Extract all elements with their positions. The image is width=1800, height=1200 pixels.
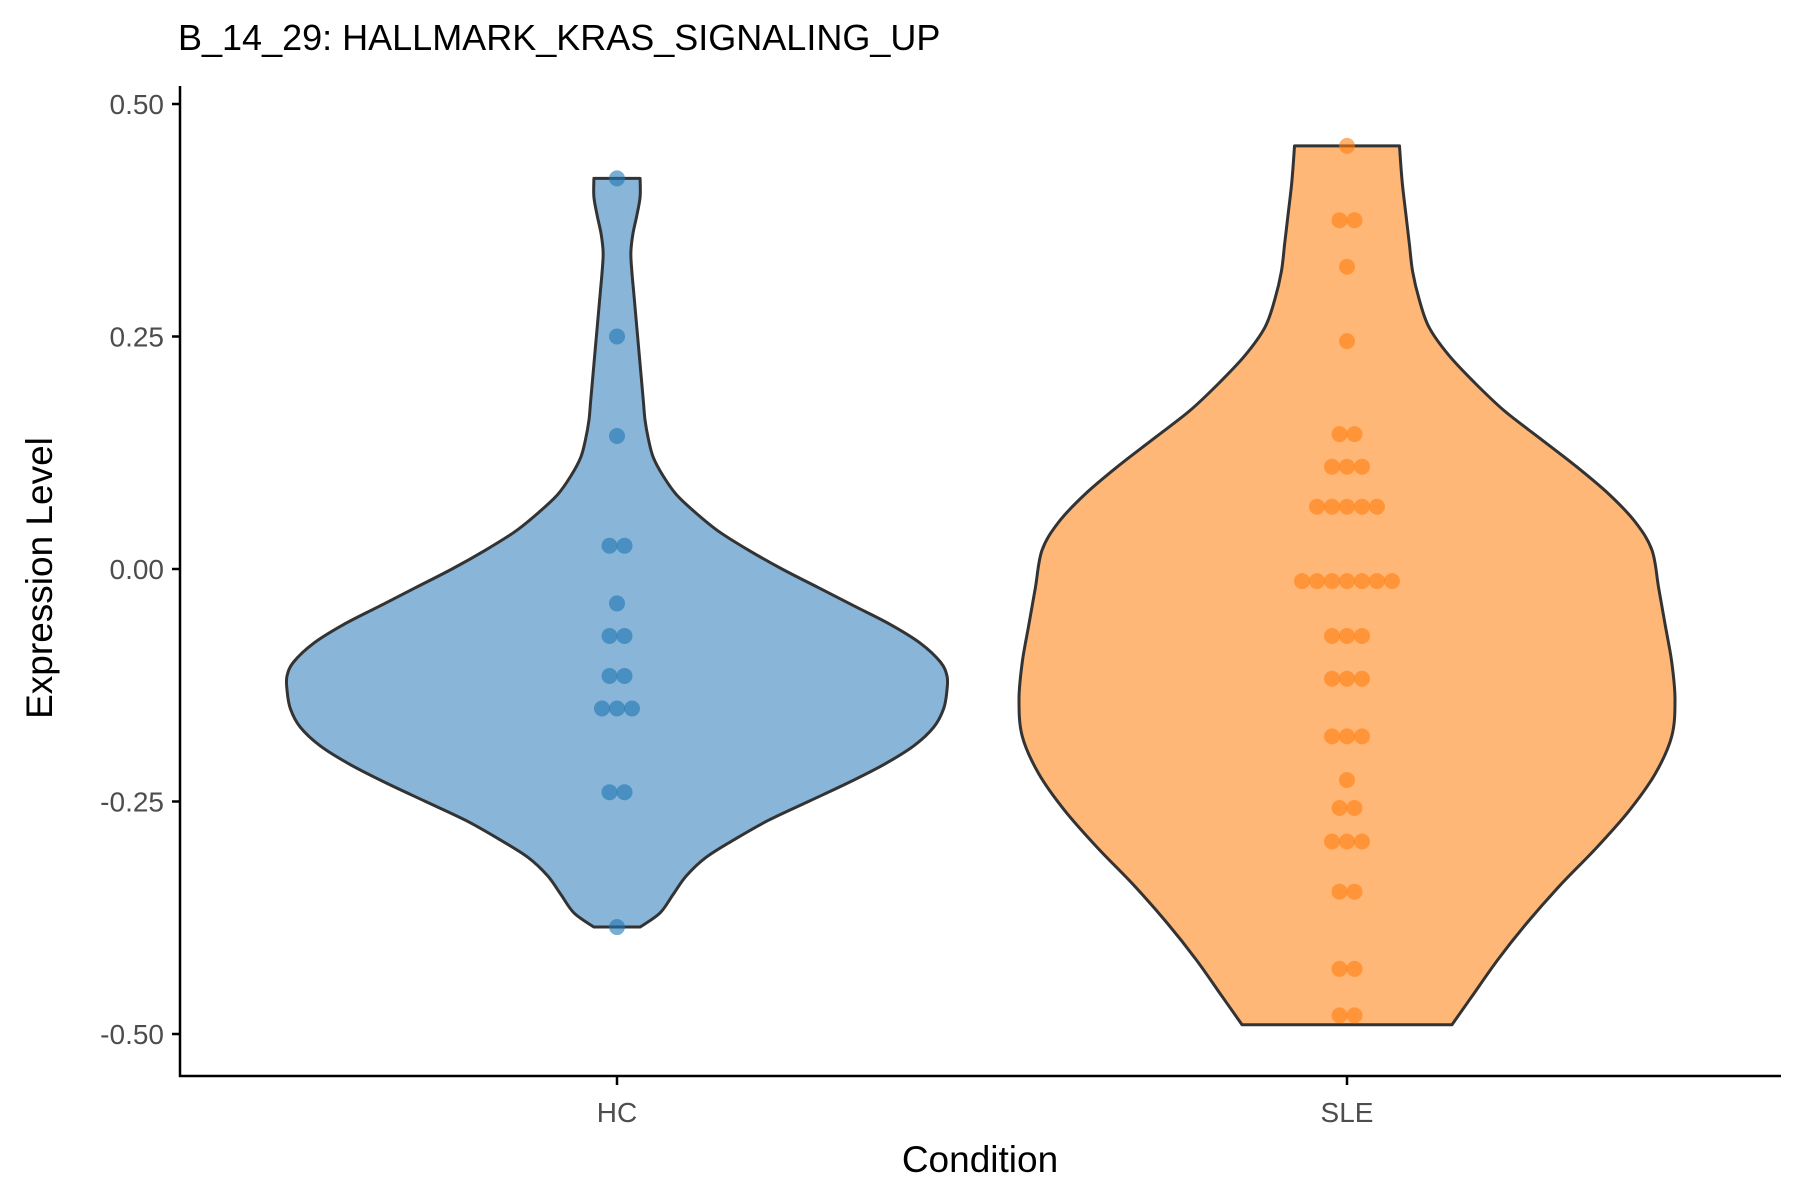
data-point-sle <box>1331 800 1348 817</box>
data-point-sle <box>1354 728 1370 745</box>
data-point-sle <box>1339 573 1355 590</box>
data-point-sle <box>1354 627 1370 644</box>
data-point-hc <box>609 919 625 936</box>
data-point-sle <box>1339 333 1355 350</box>
y-tick-label: -0.25 <box>100 787 164 818</box>
data-point-sle <box>1354 670 1370 687</box>
axes: -0.50 -0.25 0.00 0.25 0.50 HC SLE <box>100 86 1781 1128</box>
y-tick-label: 0.25 <box>110 322 165 353</box>
data-point-sle <box>1369 498 1385 515</box>
data-point-sle <box>1331 212 1348 229</box>
data-point-sle <box>1339 258 1355 275</box>
data-point-sle <box>1346 212 1363 229</box>
data-point-sle <box>1339 498 1355 515</box>
data-point-sle <box>1324 458 1340 475</box>
data-point-sle <box>1339 833 1355 850</box>
data-point-sle <box>1324 573 1340 590</box>
data-point-sle <box>1324 833 1340 850</box>
data-point-hc <box>616 667 633 684</box>
data-point-hc <box>616 537 633 554</box>
x-tick-label-sle: SLE <box>1321 1097 1374 1128</box>
data-point-sle <box>1324 498 1340 515</box>
data-point-hc <box>616 627 633 644</box>
data-point-hc <box>609 700 625 717</box>
data-point-hc <box>601 537 618 554</box>
y-tick-label: 0.50 <box>110 89 165 120</box>
data-point-sle <box>1331 883 1348 900</box>
x-axis-title: Condition <box>902 1139 1058 1180</box>
data-point-sle <box>1339 458 1355 475</box>
data-point-sle <box>1354 833 1370 850</box>
data-point-hc <box>601 667 618 684</box>
data-point-sle <box>1324 670 1340 687</box>
data-point-sle <box>1309 498 1325 515</box>
data-point-sle <box>1309 573 1325 590</box>
chart-title: B_14_29: HALLMARK_KRAS_SIGNALING_UP <box>178 17 940 58</box>
data-point-sle <box>1354 458 1370 475</box>
data-point-sle <box>1346 426 1363 443</box>
data-point-sle <box>1324 728 1340 745</box>
data-point-sle <box>1346 883 1363 900</box>
data-point-hc <box>624 700 640 717</box>
data-point-hc <box>594 700 610 717</box>
plot-area <box>284 137 1677 1027</box>
data-point-sle <box>1346 960 1363 977</box>
data-point-sle <box>1331 426 1348 443</box>
data-point-sle <box>1339 670 1355 687</box>
data-point-sle <box>1331 1007 1348 1024</box>
violin-hc <box>284 176 950 929</box>
data-point-hc <box>616 784 633 801</box>
x-tick-label-hc: HC <box>597 1097 637 1128</box>
data-point-hc <box>609 328 625 345</box>
data-point-sle <box>1354 573 1370 590</box>
y-tick-label: -0.50 <box>100 1019 164 1050</box>
data-point-sle <box>1354 498 1370 515</box>
data-point-sle <box>1331 960 1348 977</box>
data-point-hc <box>601 784 618 801</box>
data-point-hc <box>609 428 625 445</box>
data-point-sle <box>1324 627 1340 644</box>
data-point-sle <box>1339 728 1355 745</box>
data-point-hc <box>609 595 625 612</box>
data-point-sle <box>1339 137 1355 154</box>
data-point-sle <box>1369 573 1385 590</box>
data-point-hc <box>609 170 625 187</box>
y-tick-label: 0.00 <box>110 554 165 585</box>
data-point-sle <box>1294 573 1310 590</box>
data-point-sle <box>1384 573 1400 590</box>
data-point-sle <box>1346 800 1363 817</box>
data-point-sle <box>1346 1007 1363 1024</box>
data-point-hc <box>601 627 618 644</box>
data-point-sle <box>1339 627 1355 644</box>
data-point-sle <box>1339 772 1355 789</box>
y-axis-title: Expression Level <box>19 437 60 719</box>
